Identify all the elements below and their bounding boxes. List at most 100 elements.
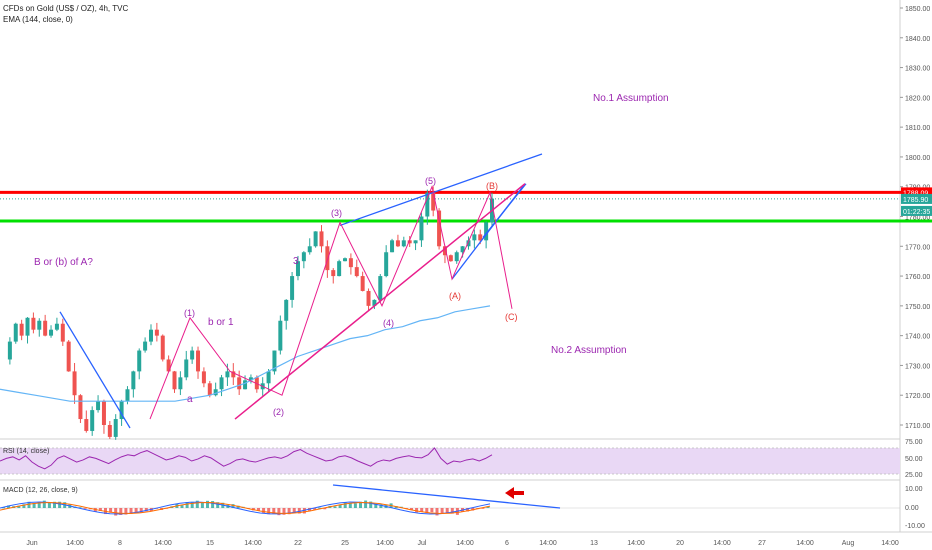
macd-histogram-bar [109,508,113,513]
price-tick-label: 1810.00 [905,125,930,132]
candle-body [13,323,18,342]
price-tick-label: 1770.00 [905,244,930,251]
time-tick-label: 14:00 [796,540,814,547]
time-tick-label: 14:00 [456,540,474,547]
macd-histogram-bar [466,508,470,512]
macd-histogram-bar [297,508,301,514]
candle-body [172,371,177,390]
red-arrow-icon [505,487,524,499]
macd-histogram-bar [440,508,444,514]
macd-histogram-bar [58,501,62,508]
candle-body [190,350,195,360]
wave-label-A: (A) [449,291,461,301]
elliott-wave-path [149,185,513,420]
time-tick-label: 14:00 [154,540,172,547]
price-tick-label: 1820.00 [905,95,930,102]
wave-label-3: 3 [293,256,299,267]
candle-body [390,240,395,253]
macd-histogram-bar [134,508,138,514]
candle-body [278,320,283,351]
macd-histogram-bar [262,508,266,514]
macd-histogram-bar [445,508,449,514]
macd-histogram-bar [32,503,36,508]
candle-body [19,323,24,336]
candle-body [437,210,442,247]
candle-body [201,371,206,384]
macd-histogram-bar [53,501,56,508]
candle-body [113,419,118,437]
macd-histogram-bar [481,508,485,509]
macd-histogram-bar [2,507,5,509]
price-tag [901,193,932,204]
macd-histogram-bar [22,504,26,508]
candle-body [60,323,65,342]
chart-header: CFDs on Gold (US$ / OZ), 4h, TVC EMA (14… [3,3,128,25]
macd-label: MACD (12, 26, close, 9) [3,487,78,494]
macd-histogram-bar [267,508,271,515]
time-tick-label: 14:00 [713,540,731,547]
macd-histogram-bar [27,501,31,508]
macd-histogram-bar [78,507,82,509]
candle-body [49,329,54,336]
time-tick-label: 14:00 [376,540,394,547]
time-tick-label: Jun [26,540,37,547]
wave-label-5: (5) [425,176,436,186]
candle-body [407,240,412,244]
price-tick-label: 1780.00 [905,215,930,222]
price-tag-label: 01:22:35 [903,209,930,216]
macd-histogram-bar [180,505,184,508]
macd-histogram-bar [353,503,357,508]
candle-body [295,261,300,277]
macd-histogram-bar [114,508,118,516]
candle-body [354,267,359,277]
time-tick-label: 20 [676,540,684,547]
candle-body [348,258,353,268]
time-tick-label: 14:00 [66,540,84,547]
macd-histogram-bar [359,501,362,508]
candle-body [301,252,306,262]
candle-body [96,401,101,411]
candle-body [243,380,248,390]
candle-body [72,371,77,396]
candle-body [154,329,159,336]
candle-body [325,246,330,271]
time-tick-label: Jul [418,540,427,547]
symbol-title: CFDs on Gold (US$ / OZ), 4h, TVC [3,4,129,13]
candle-body [337,261,342,277]
candle-body [196,350,201,372]
macd-histogram-bar [231,504,235,508]
macd-histogram-bar [211,501,215,508]
time-tick-label: 25 [341,540,349,547]
candle-body [272,350,277,372]
macd-histogram-bar [348,503,352,508]
candle-body [143,341,148,351]
macd-histogram-bar [369,501,373,508]
candle-body [248,377,253,381]
macd-histogram-bar [435,508,439,516]
price-tag-label: 1788.09 [903,190,928,197]
candle-body [7,341,12,360]
macd-histogram-bar [374,503,378,508]
macd-histogram-bar [42,500,46,508]
macd-tick-label: -10.00 [905,523,925,530]
macd-histogram-bar [190,501,194,508]
trendline-down [59,311,131,429]
candle-body [395,240,400,247]
macd-histogram-bar [144,508,148,512]
time-tick-label: 15 [206,540,214,547]
candle-body [442,246,447,256]
annotation-b-or-1: b or 1 [208,317,234,328]
wave-label-2: (2) [273,407,284,417]
candle-body [37,320,42,330]
time-tick-label: 14:00 [539,540,557,547]
macd-histogram-bar [379,504,383,508]
candle-body [101,401,106,425]
candle-body [237,377,242,390]
candle-body [43,320,48,336]
candle-body [413,240,418,244]
rsi-label: RSI (14, close) [3,448,49,455]
candle-body [307,246,312,253]
time-tick-label: 13 [590,540,598,547]
candle-body [207,383,212,396]
